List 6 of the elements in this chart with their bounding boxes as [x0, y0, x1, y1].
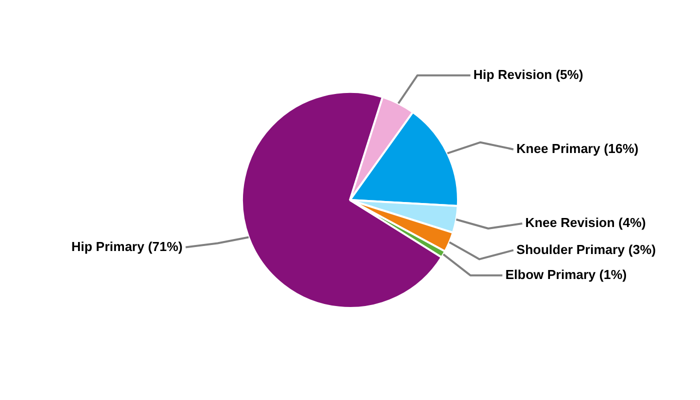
- slice-label: Shoulder Primary (3%): [516, 242, 656, 257]
- slice-label: Knee Revision (4%): [525, 215, 646, 230]
- slice-label: Elbow Primary (1%): [505, 266, 627, 282]
- slice-label: Knee Primary (16%): [516, 140, 639, 156]
- slice-label: Hip Primary (71%): [71, 238, 183, 254]
- slice-label: Hip Revision (5%): [473, 67, 584, 82]
